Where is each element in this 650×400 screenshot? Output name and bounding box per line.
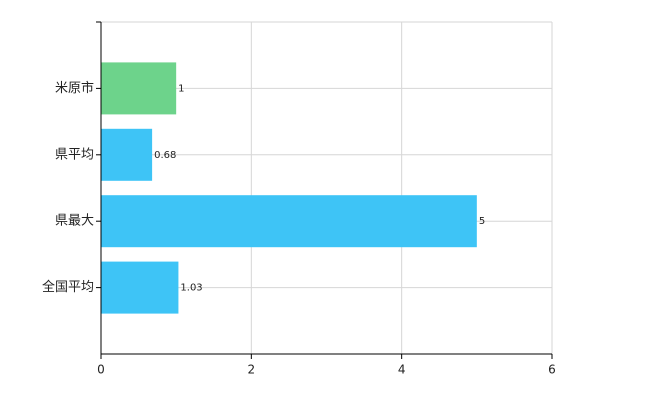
y-tick-label: 県最大 xyxy=(55,214,94,229)
x-tick-label: 4 xyxy=(398,363,406,377)
value-label: 5 xyxy=(479,216,485,227)
value-label: 1 xyxy=(178,83,184,94)
y-tick-label: 県平均 xyxy=(55,147,94,162)
x-tick-label: 2 xyxy=(248,363,256,377)
y-tick-label: 全国平均 xyxy=(42,279,94,295)
value-label: 1.03 xyxy=(180,283,202,294)
value-label: 0.68 xyxy=(154,150,176,161)
x-tick-label: 6 xyxy=(548,363,556,377)
bar xyxy=(101,195,477,248)
x-tick-label: 0 xyxy=(97,363,105,377)
bar xyxy=(101,128,153,181)
bar xyxy=(101,62,177,115)
bar xyxy=(101,261,179,314)
y-tick-label: 米原市 xyxy=(55,80,94,96)
